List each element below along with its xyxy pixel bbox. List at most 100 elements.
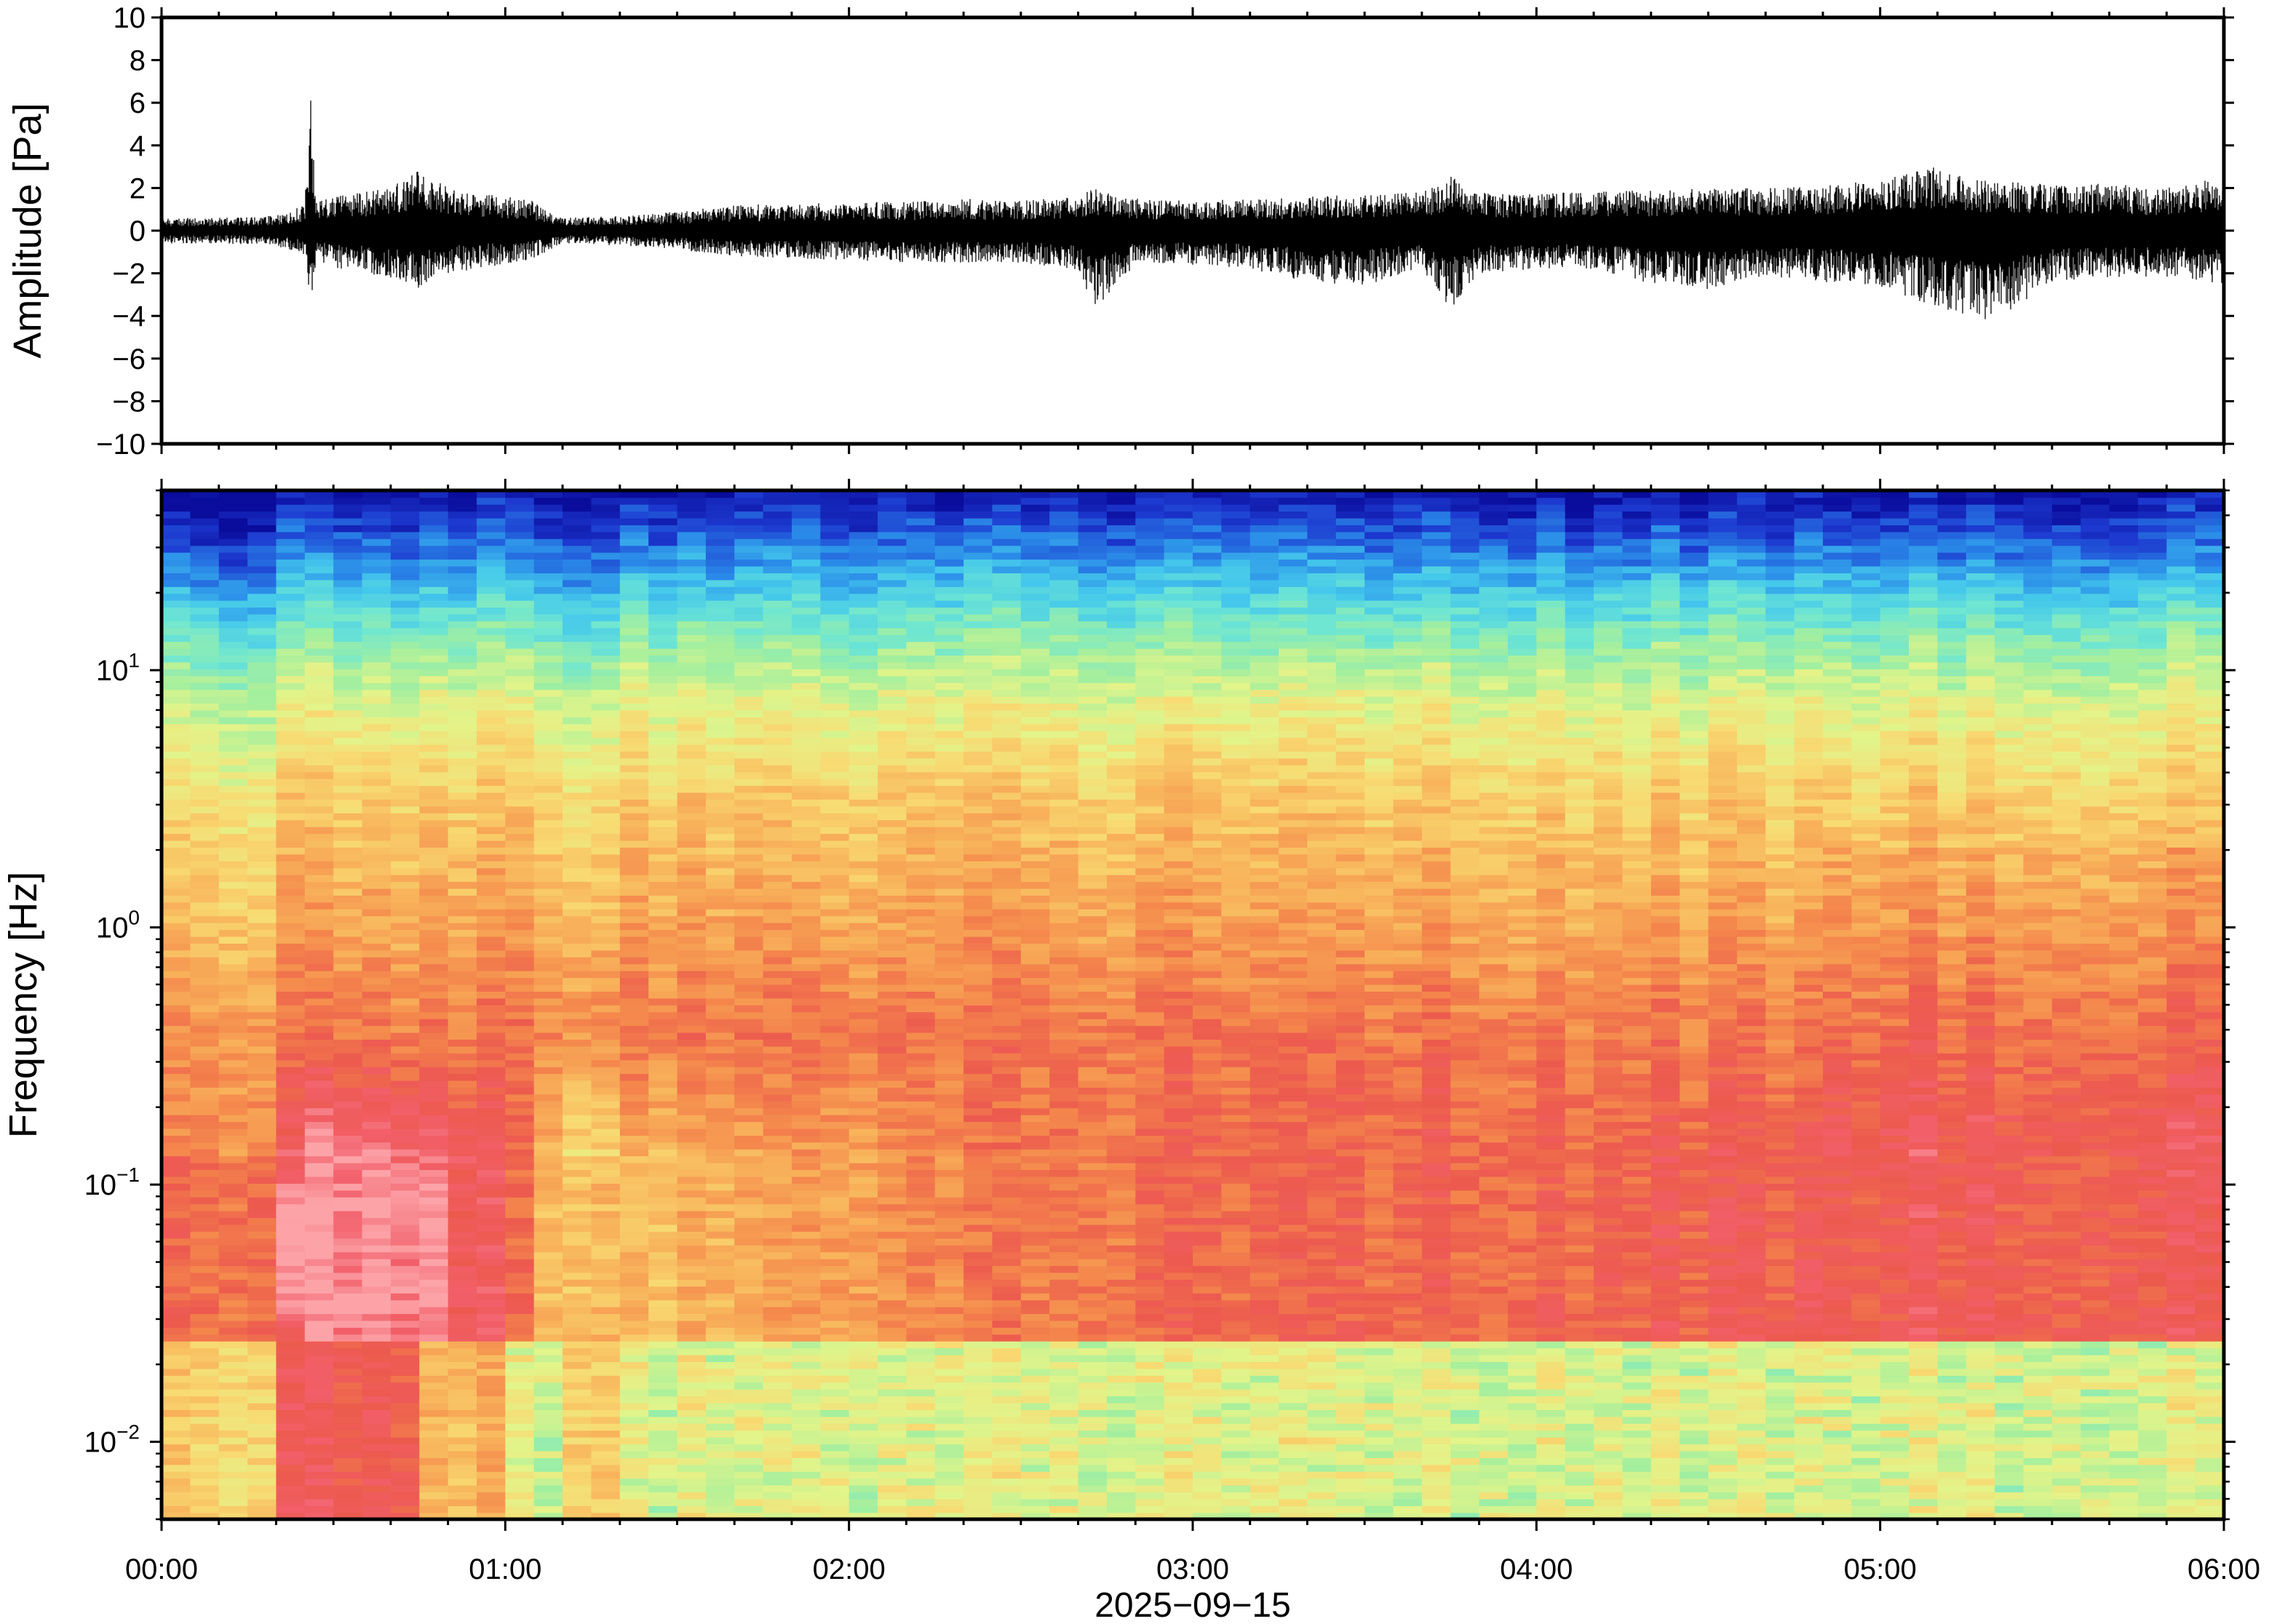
spectrogram-cell xyxy=(1680,1348,1709,1356)
spectrogram-cell xyxy=(934,1142,964,1150)
spectrogram-cell xyxy=(1995,1176,2024,1184)
spectrogram-cell xyxy=(963,1251,993,1259)
spectrogram-cell xyxy=(362,1142,392,1150)
spectrogram-cell xyxy=(791,1272,822,1280)
spectrogram-cell xyxy=(1221,1334,1251,1342)
spectrogram-cell xyxy=(963,1046,993,1054)
spectrogram-cell xyxy=(1335,1251,1365,1259)
spectrogram-cell xyxy=(992,1450,1022,1458)
spectrogram-cell xyxy=(1249,1457,1279,1465)
spectrogram-cell xyxy=(1364,1258,1394,1267)
spectrogram-cell xyxy=(1765,1148,1795,1157)
spectrogram-cell xyxy=(276,1320,306,1328)
spectrogram-cell xyxy=(1307,1080,1337,1088)
spectrogram-cell xyxy=(1680,1210,1709,1219)
spectrogram-cell xyxy=(1078,1046,1108,1054)
spectrogram-cell xyxy=(1450,1361,1480,1369)
spectrogram-cell xyxy=(820,1244,850,1253)
spectrogram-cell xyxy=(162,1244,191,1253)
spectrogram-cell xyxy=(1279,1464,1308,1472)
spectrogram-cell xyxy=(1020,1162,1050,1171)
spectrogram-cell xyxy=(1450,1231,1480,1239)
spectrogram-cell xyxy=(190,1505,220,1513)
spectrogram-cell xyxy=(849,1375,878,1383)
spectrogram-cell xyxy=(190,1471,220,1479)
spectrogram-cell xyxy=(1421,1169,1452,1177)
spectrogram-cell xyxy=(1364,1162,1394,1171)
spectrogram-cell xyxy=(247,1334,277,1342)
spectrogram-cell xyxy=(705,1169,736,1177)
spectrogram-cell xyxy=(533,1039,563,1047)
spectrogram-cell xyxy=(1249,1100,1279,1109)
spectrogram-cell xyxy=(247,1354,277,1362)
spectrogram-cell xyxy=(1078,1135,1108,1143)
spectrogram-cell xyxy=(476,1457,506,1465)
spectrogram-cell xyxy=(2137,1464,2168,1472)
spectrogram-cell xyxy=(1708,1128,1738,1136)
spectrogram-cell xyxy=(705,1251,736,1259)
spectrogram-cell xyxy=(1450,1217,1480,1225)
spectrogram-cell xyxy=(1450,1313,1480,1321)
spectrogram-cell xyxy=(1507,1162,1538,1171)
spectrogram-cell xyxy=(1736,1128,1767,1136)
spectrogram-cell xyxy=(1708,1142,1738,1150)
spectrogram-cell xyxy=(1909,1155,1939,1163)
spectrogram-cell xyxy=(1364,1388,1394,1397)
spectrogram-cell xyxy=(878,1484,907,1493)
spectrogram-cell xyxy=(2137,1176,2168,1184)
spectrogram-cell xyxy=(591,1299,621,1307)
spectrogram-cell xyxy=(648,1121,678,1129)
spectrogram-cell xyxy=(934,1224,964,1232)
spectrogram-cell xyxy=(1020,1306,1050,1314)
spectrogram-cell xyxy=(2081,1299,2110,1307)
spectrogram-cell xyxy=(1822,1464,1853,1472)
spectrogram-cell xyxy=(1536,1444,1566,1452)
spectrogram-cell xyxy=(1765,1512,1795,1519)
spectrogram-cell xyxy=(1765,1313,1795,1321)
spectrogram-cell xyxy=(1736,1478,1767,1486)
spectrogram-cell xyxy=(276,1327,306,1335)
spectrogram-cell xyxy=(619,1059,649,1067)
spectrogram-cell xyxy=(162,1512,191,1519)
spectrogram-cell xyxy=(362,1299,392,1307)
spectrogram-cell xyxy=(333,1444,363,1452)
spectrogram-cell xyxy=(648,1423,678,1431)
spectrogram-cell xyxy=(963,1217,993,1225)
spectrogram-cell xyxy=(1794,1505,1824,1513)
spectrogram-cell xyxy=(648,1176,678,1184)
spectrogram-cell xyxy=(2166,1457,2196,1465)
spectrogram-cell xyxy=(1650,1046,1680,1054)
spectrogram-cell xyxy=(2023,1155,2053,1163)
spectrogram-cell xyxy=(677,1299,707,1307)
spectrogram-cell xyxy=(190,1313,220,1321)
spectrogram-cell xyxy=(963,1052,993,1061)
spectrogram-cell xyxy=(362,1244,392,1253)
spectrogram-cell xyxy=(1164,1210,1193,1219)
spectrogram-cell xyxy=(1650,1238,1680,1246)
spectrogram-cell xyxy=(247,1142,277,1150)
spectrogram-cell xyxy=(419,1286,449,1294)
spectrogram-cell xyxy=(1909,1457,1939,1465)
spectrogram-cell xyxy=(1880,1396,1910,1404)
spectrogram-cell xyxy=(1851,1142,1881,1150)
spectrogram-cell xyxy=(1393,1196,1423,1205)
spectrogram-cell xyxy=(1020,1203,1050,1211)
spectrogram-cell xyxy=(1279,1142,1308,1150)
spectrogram-cell xyxy=(1650,1162,1680,1171)
spectrogram-cell xyxy=(304,1306,334,1314)
spectrogram-cell xyxy=(878,1402,907,1410)
spectrogram-cell xyxy=(2195,1073,2224,1081)
spectrogram-cell xyxy=(677,1484,707,1493)
spectrogram-cell xyxy=(648,1272,678,1280)
spectrogram-cell xyxy=(390,1135,421,1143)
spectrogram-cell xyxy=(1851,1244,1881,1253)
spectrogram-cell xyxy=(763,1251,792,1259)
spectrogram-cell xyxy=(1106,1334,1137,1342)
spectrogram-cell xyxy=(563,1279,592,1287)
spectrogram-cell xyxy=(419,1052,449,1061)
spectrogram-cell xyxy=(2166,1052,2196,1061)
spectrogram-cell xyxy=(1421,1128,1452,1136)
spectrogram-cell xyxy=(1507,1190,1538,1198)
spectrogram-cell xyxy=(1851,1505,1881,1513)
spectrogram-cell xyxy=(878,1114,907,1123)
